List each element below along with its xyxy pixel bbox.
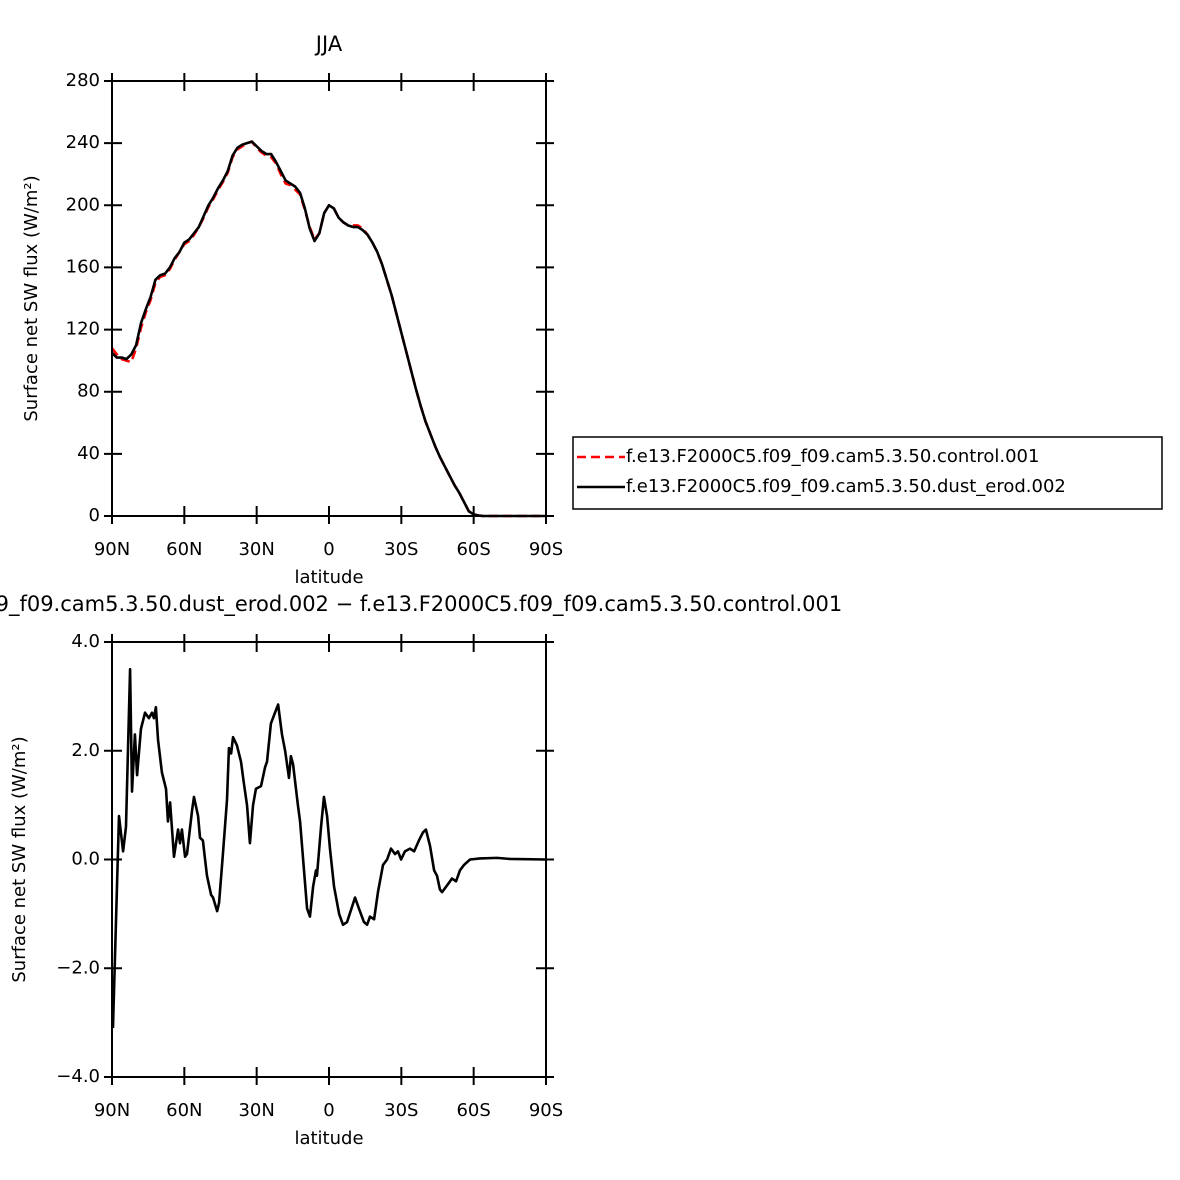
x-tick-label: 90S (529, 1100, 563, 1121)
x-tick-label: 30S (384, 1100, 418, 1121)
plot-frame (111, 80, 547, 517)
y-tick-label: −4.0 (56, 1066, 100, 1087)
y-tick-label: −2.0 (56, 957, 100, 978)
x-tick-label: 60S (456, 539, 490, 560)
legend-label: f.e13.F2000C5.f09_f09.cam5.3.50.control.… (626, 446, 1039, 467)
y-tick-label: 0 (89, 505, 100, 526)
y-axis-label: Surface net SW flux (W/m²) (9, 736, 30, 982)
x-tick-label: 60N (166, 539, 202, 560)
y-tick-label: 80 (77, 381, 100, 402)
plot-frame (111, 641, 547, 1078)
x-tick-label: 30S (384, 539, 418, 560)
legend-box (572, 436, 1163, 510)
chart-title: f.e13.F2000C5.f09_f09.cam5.3.50.dust_ero… (0, 592, 842, 617)
y-tick-label: 160 (66, 256, 100, 277)
x-tick-label: 0 (323, 1100, 334, 1121)
y-tick-label: 4.0 (71, 631, 100, 652)
y-tick-label: 40 (77, 443, 100, 464)
x-tick-label: 60N (166, 1100, 202, 1121)
x-tick-label: 0 (323, 539, 334, 560)
data-line (111, 667, 547, 1029)
y-axis-label: Surface net SW flux (W/m²) (21, 175, 42, 421)
x-tick-label: 90N (94, 539, 130, 560)
x-axis-label: latitude (294, 1128, 363, 1149)
y-tick-label: 280 (66, 70, 100, 91)
legend-label: f.e13.F2000C5.f09_f09.cam5.3.50.dust_ero… (626, 476, 1066, 497)
x-tick-label: 30N (238, 539, 274, 560)
y-tick-label: 2.0 (71, 740, 100, 761)
x-tick-label: 60S (456, 1100, 490, 1121)
data-line (111, 140, 546, 518)
y-tick-label: 120 (66, 319, 100, 340)
y-tick-label: 200 (66, 194, 100, 215)
x-tick-label: 90S (529, 539, 563, 560)
x-tick-label: 90N (94, 1100, 130, 1121)
x-tick-label: 30N (238, 1100, 274, 1121)
y-tick-label: 0.0 (71, 849, 100, 870)
y-tick-label: 240 (66, 132, 100, 153)
chart-title: JJA (314, 32, 343, 56)
x-axis-label: latitude (294, 567, 363, 588)
